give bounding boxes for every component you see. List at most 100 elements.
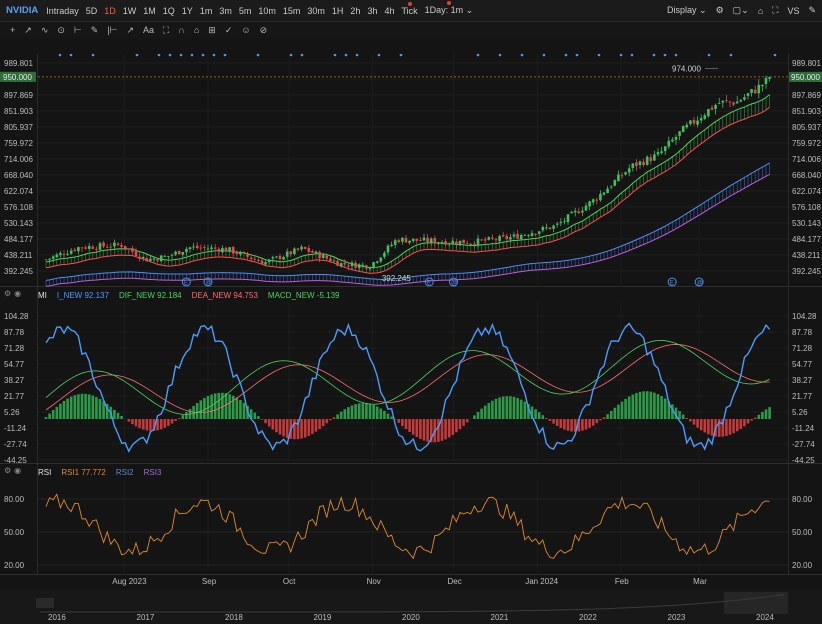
candle-body	[714, 104, 717, 109]
y-tick-label: 54.77	[4, 360, 25, 369]
interval-select[interactable]: 1Day: 1m ⌄	[425, 1, 473, 16]
signal-dot	[300, 53, 304, 57]
timeframe-4h[interactable]: 4h	[384, 5, 395, 16]
candle-body	[602, 192, 606, 195]
candle-body	[527, 235, 530, 237]
candle-body	[98, 243, 102, 250]
settings-icon[interactable]: ⚙	[4, 289, 12, 298]
timeframe-1w[interactable]: 1W	[122, 5, 137, 16]
candle-body	[350, 262, 354, 266]
drawing-tool-icon[interactable]: ☺	[241, 25, 251, 35]
timeframe-1m[interactable]: 1m	[199, 5, 213, 16]
drawing-tool-icon[interactable]: ↗	[126, 24, 135, 35]
drawing-tool-icon[interactable]: Aa	[143, 25, 155, 35]
timeframe-1q[interactable]: 1Q	[162, 5, 175, 16]
timeframe-2h[interactable]: 2h	[350, 5, 361, 16]
candle-body	[80, 247, 84, 249]
timeframe-10m[interactable]: 10m	[258, 5, 276, 16]
signal-dot	[476, 53, 480, 57]
candle-body	[242, 251, 246, 253]
macd-bar	[379, 408, 383, 420]
candle-body	[69, 250, 73, 254]
drawing-tool-icon[interactable]: ⊞	[208, 24, 216, 35]
macd-bar	[437, 419, 440, 442]
timeframe-tick[interactable]: Tick	[401, 1, 418, 16]
eye-icon[interactable]: ◉	[14, 466, 22, 475]
eye-icon[interactable]: ◉	[14, 40, 22, 49]
timeframe-1h[interactable]: 1H	[331, 5, 344, 16]
macd-bar	[55, 406, 59, 420]
candle-body	[710, 107, 714, 110]
signal-dot	[201, 53, 205, 57]
camera-icon[interactable]: ⌂	[757, 5, 764, 16]
reset-icon[interactable]: ↺	[790, 40, 798, 50]
macd-bar	[329, 419, 332, 421]
drawing-tool-icon[interactable]: ∿	[40, 24, 49, 35]
drawing-tool-icon[interactable]: ⊘	[259, 24, 268, 35]
candle-body	[753, 89, 757, 94]
macd-bar	[246, 405, 249, 420]
s-line-band	[45, 94, 770, 274]
legend-l_upper: L_UPPER 691.178	[230, 42, 298, 51]
timeframe-1y[interactable]: 1Y	[181, 5, 193, 16]
drawing-tool-icon[interactable]: ∩	[178, 25, 185, 35]
drawing-tool-icon[interactable]: ✓	[224, 24, 233, 35]
macd-bar	[95, 397, 98, 420]
macd-bar	[257, 416, 260, 420]
candle-body	[570, 211, 573, 214]
symbol-name[interactable]: NVIDIA	[6, 5, 39, 16]
candle-body	[483, 239, 487, 241]
timeframe-5m[interactable]: 5m	[238, 5, 252, 16]
macd-bar	[152, 419, 156, 431]
s-line-band-upper	[45, 94, 770, 269]
expand-icon[interactable]: ⛶	[772, 5, 779, 15]
drawing-tool-icon[interactable]: ⊙	[57, 24, 65, 35]
minimize-icon[interactable]: −	[801, 40, 807, 50]
eye-icon[interactable]: ◉	[14, 289, 22, 298]
macd-bar	[368, 403, 372, 420]
timeframe-intraday[interactable]: Intraday	[46, 5, 79, 16]
close-icon[interactable]: ⊗	[810, 40, 819, 50]
timeframe-5d[interactable]: 5D	[85, 5, 98, 16]
timeframe-30m[interactable]: 30m	[307, 5, 325, 16]
macd-bar	[134, 419, 138, 427]
display-button[interactable]: Display ⌄	[667, 5, 707, 15]
timeframe-3m[interactable]: 3m	[219, 5, 232, 16]
mi-indicator-name[interactable]: MI	[38, 290, 47, 300]
drawing-tool-icon[interactable]: +	[10, 25, 16, 35]
gear-icon[interactable]: ⚙	[715, 5, 724, 15]
timeframe-3h[interactable]: 3h	[367, 5, 378, 16]
timeframe-1m[interactable]: 1M	[143, 5, 156, 16]
settings-icon[interactable]: ⚙	[4, 466, 12, 475]
drawing-tool-icon[interactable]: ↗	[24, 24, 32, 35]
macd-bar	[267, 419, 271, 427]
candle-body	[141, 257, 145, 259]
vs-button[interactable]: VS	[787, 5, 800, 16]
drawing-tool-icon[interactable]: |⊢	[107, 24, 118, 35]
candle-body	[444, 241, 447, 245]
y-tick-label: 530.143	[792, 219, 821, 228]
settings-icon[interactable]: ⚙	[4, 40, 12, 49]
macd-bar	[678, 411, 681, 420]
candle-body	[393, 240, 397, 245]
rsi-indicator-name[interactable]: RSI	[38, 467, 52, 477]
timeframe-15m[interactable]: 15m	[282, 5, 301, 16]
candle-body	[55, 254, 59, 258]
drawing-tool-icon[interactable]: ⛶	[163, 24, 170, 35]
signal-dot	[69, 53, 73, 57]
timeframe-1d[interactable]: 1D	[104, 5, 116, 16]
macd-bar	[120, 415, 123, 420]
window-icon[interactable]: ▢⌄	[732, 5, 749, 15]
y-tick-label: 805.937	[792, 123, 821, 132]
drawing-tool-icon[interactable]: ⊢	[73, 24, 82, 35]
drawing-tool-icon[interactable]: ✎	[90, 24, 99, 35]
candle-body	[473, 243, 476, 246]
l-line-band-lower	[45, 173, 770, 287]
candle-body	[732, 102, 735, 105]
macd-bar	[87, 394, 91, 420]
drawing-tool-icon[interactable]: ⌂	[193, 25, 200, 35]
edit-icon[interactable]: ✎	[808, 5, 816, 15]
event-marker-icon	[694, 277, 704, 287]
main-indicator-name[interactable]: SLINE	[38, 41, 62, 51]
